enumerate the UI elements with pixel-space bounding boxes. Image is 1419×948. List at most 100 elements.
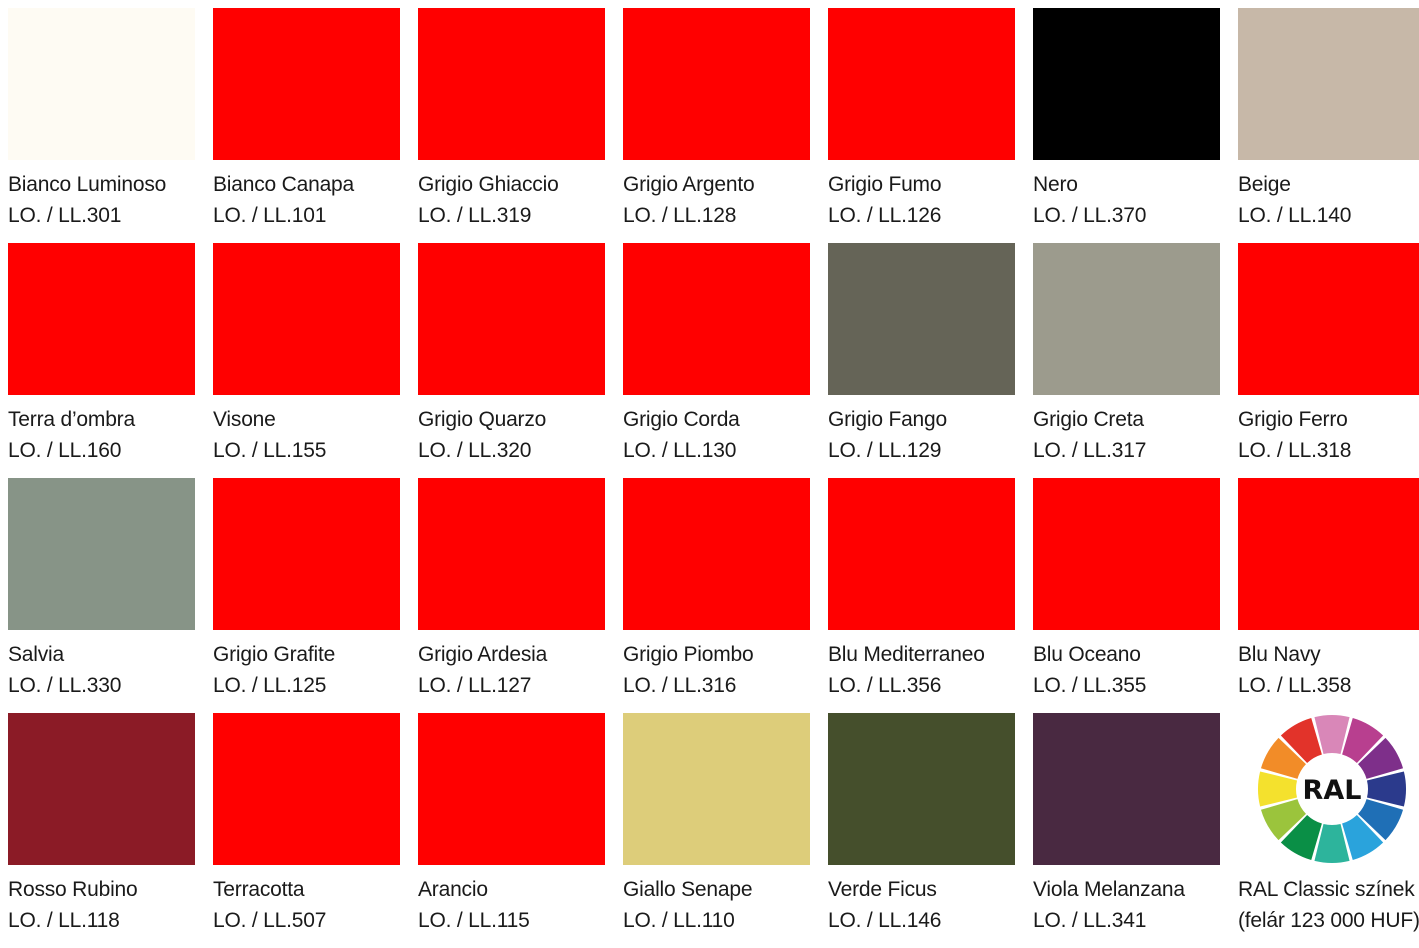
color-swatch [1033,243,1220,395]
swatch-label: Arancio LO. / LL.115 [418,874,605,936]
ral-logo-text: RAL [1302,775,1361,806]
color-swatch-card: Visone LO. / LL.155 [213,243,400,478]
color-swatch [623,243,810,395]
color-swatch [213,8,400,160]
swatch-label: Grigio Creta LO. / LL.317 [1033,404,1220,466]
color-swatch [1238,8,1419,160]
swatch-label: Bianco Luminoso LO. / LL.301 [8,169,195,231]
swatch-name: Salvia [8,643,64,666]
color-swatch [1238,478,1419,630]
swatch-code: LO. / LL.319 [418,204,532,227]
color-swatch-card: Salvia LO. / LL.330 [8,478,195,713]
color-swatch-card: Rosso Rubino LO. / LL.118 [8,713,195,948]
swatch-name: Nero [1033,173,1078,196]
swatch-name: Bianco Luminoso [8,173,167,196]
ral-wheel-segment [1260,737,1306,779]
swatch-code: LO. / LL.140 [1238,204,1352,227]
swatch-name: Grigio Piombo [623,643,754,666]
color-swatch-card: Bianco Canapa LO. / LL.101 [213,8,400,243]
color-swatch-card: Grigio Creta LO. / LL.317 [1033,243,1220,478]
ral-wheel-segment [1280,815,1322,861]
swatch-name: Terra d’ombra [8,408,135,431]
color-swatch [213,713,400,865]
swatch-code: LO. / LL.155 [213,439,327,462]
swatch-name: Terracotta [213,878,305,901]
color-swatch-card: Grigio Corda LO. / LL.130 [623,243,810,478]
swatch-name: Grigio Ferro [1238,408,1348,431]
swatch-name: Visone [213,408,276,431]
swatch-label: Giallo Senape LO. / LL.110 [623,874,810,936]
color-swatch [1033,8,1220,160]
swatch-label: Blu Navy LO. / LL.358 [1238,639,1419,701]
color-swatch-card: Grigio Quarzo LO. / LL.320 [418,243,605,478]
swatch-label: Grigio Ghiaccio LO. / LL.319 [418,169,605,231]
swatch-code: LO. / LL.320 [418,439,532,462]
swatch-label: Blu Mediterraneo LO. / LL.356 [828,639,1015,701]
ral-wheel-segment [1341,717,1383,763]
color-swatch [418,243,605,395]
swatch-code: LO. / LL.130 [623,439,737,462]
swatch-label: Viola Melanzana LO. / LL.341 [1033,874,1220,936]
color-swatch-card: Viola Melanzana LO. / LL.341 [1033,713,1220,948]
color-swatch [8,8,195,160]
ral-wheel-segment [1260,799,1306,841]
swatch-code: LO. / LL.129 [828,439,942,462]
swatch-label: Rosso Rubino LO. / LL.118 [8,874,195,936]
swatch-name: Arancio [418,878,488,901]
color-swatch-card: Blu Mediterraneo LO. / LL.356 [828,478,1015,713]
color-swatch-card: Bianco Luminoso LO. / LL.301 [8,8,195,243]
swatch-label: Terracotta LO. / LL.507 [213,874,400,936]
swatch-code: LO. / LL.127 [418,674,532,697]
swatch-label: Grigio Fango LO. / LL.129 [828,404,1015,466]
swatch-label: Grigio Ardesia LO. / LL.127 [418,639,605,701]
swatch-name: Grigio Fumo [828,173,942,196]
color-swatch-card: Blu Navy LO. / LL.358 [1238,478,1419,713]
color-swatch-card: Giallo Senape LO. / LL.110 [623,713,810,948]
swatch-label: Grigio Corda LO. / LL.130 [623,404,810,466]
color-swatch [418,713,605,865]
color-swatch-card: Terracotta LO. / LL.507 [213,713,400,948]
swatch-code: LO. / LL.146 [828,909,942,932]
color-swatch [8,243,195,395]
color-swatch [828,713,1015,865]
color-swatch [1033,478,1220,630]
color-swatch-card: Grigio Ghiaccio LO. / LL.319 [418,8,605,243]
ral-name: RAL Classic színek [1238,878,1415,901]
swatch-label: Salvia LO. / LL.330 [8,639,195,701]
swatch-label: Blu Oceano LO. / LL.355 [1033,639,1220,701]
ral-wheel-center [1297,755,1366,823]
color-swatch [623,8,810,160]
ral-label: RAL Classic színek (felár 123 000 HUF) [1238,874,1419,936]
swatch-name: Grigio Corda [623,408,740,431]
swatch-name: Grigio Grafite [213,643,336,666]
color-swatch-card: Verde Ficus LO. / LL.146 [828,713,1015,948]
color-swatch-card: Nero LO. / LL.370 [1033,8,1220,243]
swatch-name: Grigio Ghiaccio [418,173,559,196]
color-swatch [213,243,400,395]
color-swatch [828,478,1015,630]
color-swatch [1033,713,1220,865]
swatch-code: LO. / LL.160 [8,439,122,462]
swatch-code: LO. / LL.507 [213,909,327,932]
color-swatch [1238,243,1419,395]
color-swatch [8,713,195,865]
swatch-label: Grigio Argento LO. / LL.128 [623,169,810,231]
swatch-name: Grigio Creta [1033,408,1144,431]
ral-wheel-segment [1257,771,1297,807]
swatch-label: Grigio Grafite LO. / LL.125 [213,639,400,701]
swatch-label: Visone LO. / LL.155 [213,404,400,466]
swatch-label: Beige LO. / LL.140 [1238,169,1419,231]
swatch-name: Viola Melanzana [1033,878,1185,901]
swatch-code: LO. / LL.125 [213,674,327,697]
swatch-name: Grigio Argento [623,173,755,196]
swatch-name: Verde Ficus [828,878,937,901]
swatch-label: Grigio Fumo LO. / LL.126 [828,169,1015,231]
color-swatch-card: Arancio LO. / LL.115 [418,713,605,948]
color-swatch-card: Grigio Ardesia LO. / LL.127 [418,478,605,713]
color-swatch [213,478,400,630]
swatch-name: Rosso Rubino [8,878,138,901]
ral-wheel-segment [1313,715,1350,755]
swatch-code: LO. / LL.128 [623,204,737,227]
swatch-code: LO. / LL.101 [213,204,327,227]
swatch-label: Grigio Quarzo LO. / LL.320 [418,404,605,466]
